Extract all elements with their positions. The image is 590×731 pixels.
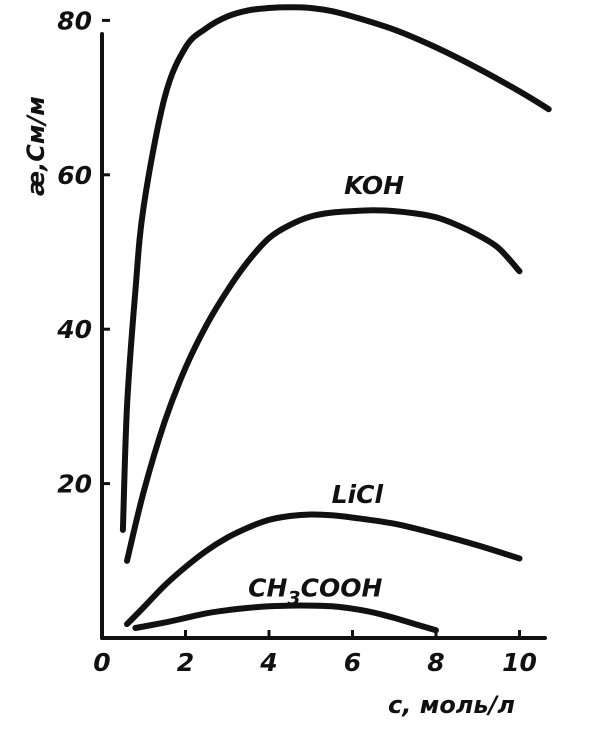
y-axis-label: æ,См/м	[22, 96, 50, 196]
x-axis-label: c, моль/л	[388, 691, 515, 719]
y-tick-label-40: 40	[56, 315, 92, 344]
tick-labels: 0 2 4 6 8 10 20 40 60 80	[56, 6, 537, 677]
y-tick-label-60: 60	[57, 161, 92, 190]
curve-hcl	[119, 4, 552, 533]
curves	[119, 4, 552, 634]
curve-licl	[124, 511, 523, 628]
series-label-koh: KOH	[344, 171, 404, 200]
x-tick-label-4: 4	[259, 648, 277, 677]
series-label-part: CH	[248, 573, 287, 602]
x-tick-label-2: 2	[177, 648, 194, 677]
curve-koh	[124, 207, 523, 564]
series-label-part: COOH	[301, 573, 383, 602]
x-tick-label-6: 6	[344, 648, 361, 677]
y-tick-label-20: 20	[57, 470, 92, 499]
x-tick-label-10: 10	[502, 648, 537, 677]
x-tick-label-8: 8	[427, 648, 444, 677]
series-label-part: 3	[287, 587, 300, 609]
ticks	[102, 18, 521, 638]
x-tick-label-0: 0	[93, 648, 110, 677]
y-tick-label-80: 80	[57, 6, 92, 35]
axes	[100, 32, 547, 640]
series-label-ch3cooh: CH3COOH	[248, 573, 382, 609]
series-labels: HClKOHLiClCH3COOH	[248, 171, 404, 609]
series-label-licl: LiCl	[332, 480, 384, 509]
curve-ch3cooh	[132, 602, 439, 634]
